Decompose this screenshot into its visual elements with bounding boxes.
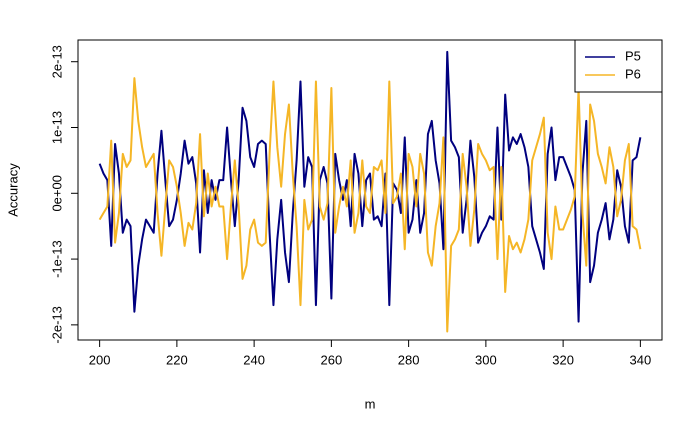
y-axis-label: Accuracy	[5, 163, 20, 217]
y-tick-label: -1e-13	[49, 240, 64, 278]
x-tick-label: 260	[321, 352, 343, 367]
series-line	[98, 77, 642, 333]
legend-label: P6	[625, 66, 641, 81]
x-tick-label: 280	[398, 352, 420, 367]
x-tick-label: 340	[630, 352, 652, 367]
legend-label: P5	[625, 48, 641, 63]
series-line	[98, 50, 642, 323]
x-tick-label: 240	[243, 352, 265, 367]
x-axis-label: m	[365, 396, 376, 411]
legend-box	[574, 39, 663, 93]
y-tick-label: 0e+00	[49, 175, 64, 212]
x-tick-label: 200	[89, 352, 111, 367]
x-tick-label: 220	[166, 352, 188, 367]
y-tick-label: -2e-13	[49, 306, 64, 344]
plot-frame	[77, 39, 663, 341]
y-tick-label: 2e-13	[49, 45, 64, 78]
x-tick-label: 320	[552, 352, 574, 367]
y-tick-label: 1e-13	[49, 111, 64, 144]
x-tick-label: 300	[475, 352, 497, 367]
